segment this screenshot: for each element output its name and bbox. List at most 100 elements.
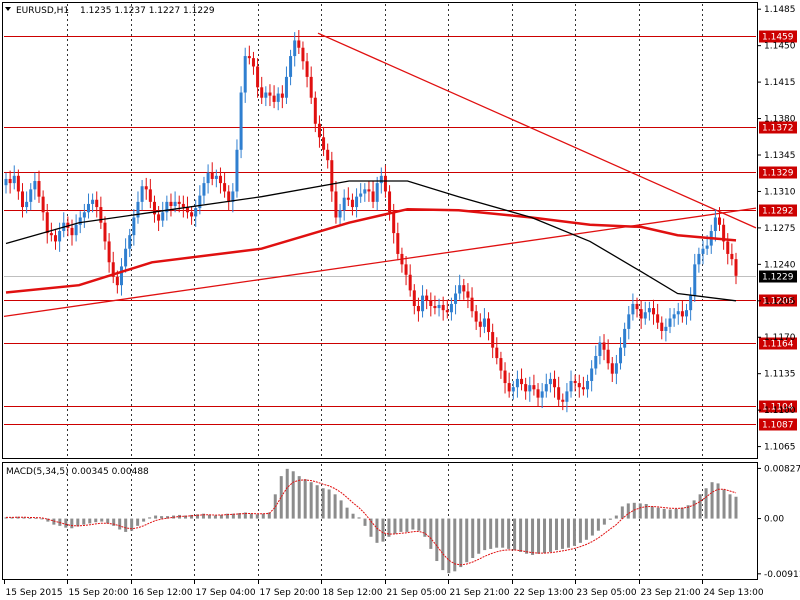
macd-bar [614,515,618,519]
candle-body [507,383,511,392]
candle-body [231,191,235,202]
candle-body [462,285,466,292]
macd-bar [10,517,14,519]
candle-body [272,95,276,102]
macd-bar [76,518,80,527]
y-tick-label: 1.1345 [764,151,796,161]
macd-bar [716,483,720,519]
candle-body [58,231,62,242]
macd-bar [381,518,385,542]
candle-body [260,87,264,98]
macd-bar [154,515,158,519]
macd-label: MACD(5,34,5) 0.00345 0.00488 [6,467,149,477]
macd-bar [471,518,475,558]
candle-body [664,326,668,331]
level-price-box [759,204,797,217]
price-panel [2,2,758,459]
macd-bar [417,518,421,531]
macd-bar [537,518,541,554]
candle-body [119,266,123,286]
macd-bar [638,503,642,519]
candle-body [227,191,231,202]
macd-bar [34,517,38,519]
collapse-triangle-icon[interactable] [5,7,11,11]
candle-body [454,293,458,304]
candle-body [697,253,701,265]
candle-body [594,355,598,369]
x-tick-label: 15 Sep 2015 [6,588,63,598]
macd-bar [674,508,678,519]
macd-bar [207,514,211,519]
candle-body [581,387,585,390]
macd-bar [351,513,355,519]
macd-bar [225,513,229,519]
macd-bar [483,518,487,551]
candle-body [346,197,350,200]
macd-bar [734,496,738,519]
macd-bar [620,506,624,519]
candle-body [734,259,738,276]
candle-body [392,212,396,234]
candle-body [647,308,651,313]
candle-body [520,378,524,385]
level-price-label: 1.1329 [762,169,794,179]
candle-body [656,314,660,323]
macd-bar [160,516,164,519]
chart-header: EURUSD,H1 1.1235 1.1237 1.1227 1.1229 [5,6,215,16]
candle-body [623,328,627,348]
macd-bar [525,518,529,554]
candle-body [375,183,379,202]
candle-body [70,227,74,236]
candle-body [247,56,251,59]
candle-body [128,235,132,249]
macd-bar [213,515,217,519]
candle-body [652,308,656,315]
falling-trend-line [317,32,757,229]
candle-body [181,203,185,208]
candle-body [103,222,107,242]
macd-bar [124,518,128,532]
candle-body [148,189,152,202]
macd-bar [644,504,648,519]
macd-bar [560,518,564,549]
candle-body [82,212,86,218]
macd-bar [195,514,199,519]
candle-body [202,183,206,196]
macd-bar [237,513,241,519]
candle-body [161,212,165,221]
macd-bar [166,516,170,519]
macd-bar [519,518,523,552]
candle-body [557,387,561,400]
macd-bar [489,518,493,549]
candle-body [487,318,491,333]
candle-body [503,370,507,384]
candle-body [25,201,29,208]
y-tick-label: 1.1170 [764,333,796,343]
candle-body [12,175,16,184]
macd-bar [429,518,433,549]
y-tick-label: 1.1275 [764,224,796,234]
candle-body [602,342,606,350]
candle-body [198,195,202,209]
candle-body [474,311,478,322]
candle-body [140,186,144,202]
candle-body [470,297,474,312]
macd-bar [405,518,409,532]
macd-bar [22,517,26,519]
macd-bar [662,508,666,519]
macd-bar [255,514,259,519]
x-tick-label: 24 Sep 13:00 [704,588,764,598]
x-tick-label: 21 Sep 21:00 [450,588,510,598]
candle-body [49,233,53,236]
macd-bar [249,513,253,519]
macd-bar [447,518,451,574]
candle-body [4,178,8,186]
macd-bar [82,518,86,525]
macd-bar [88,518,92,524]
macd-bar [136,518,140,526]
x-tick-label: 15 Sep 20:00 [69,588,129,598]
candle-body [355,196,359,208]
candle-body [194,208,198,217]
candle-body [29,189,33,202]
candle-body [685,310,689,317]
